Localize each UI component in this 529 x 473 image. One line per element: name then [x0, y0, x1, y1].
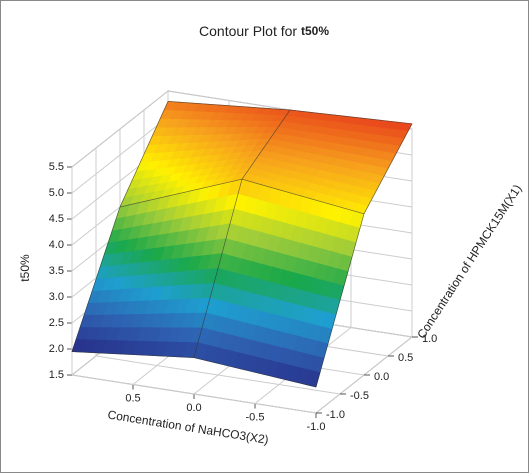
z-tick-label: 2.0 [49, 343, 64, 355]
y-tick-label: -0.5 [350, 390, 369, 402]
mesh-line [167, 101, 291, 111]
grid-line [95, 355, 341, 395]
y-tick-label: 0.5 [398, 352, 413, 364]
mesh-line [71, 351, 195, 358]
chart-title: Contour Plot for t50% [199, 23, 329, 39]
z-axis-label: t50% [18, 254, 32, 282]
mesh-line [315, 213, 365, 388]
mesh-line [363, 123, 413, 214]
mesh-line [193, 357, 317, 388]
z-tick-label: 1.5 [49, 369, 64, 381]
x-tick-label: -1.0 [307, 421, 326, 433]
mesh-line [71, 206, 121, 352]
y-tick-label: 1.0 [422, 333, 437, 345]
surface-cell [71, 178, 243, 358]
z-tick-label: 4.5 [49, 213, 64, 225]
title-text: Contour Plot for [199, 23, 297, 39]
z-tick-label: 2.5 [49, 317, 64, 329]
mesh-line [119, 101, 169, 208]
x-tick-label: 0.0 [186, 402, 201, 414]
mesh-line [241, 178, 365, 215]
x-tick-label: 0.5 [125, 392, 140, 404]
grid-line [71, 374, 317, 414]
z-tick-label: 3.0 [49, 291, 64, 303]
y-tick-label: -1.0 [326, 409, 345, 421]
z-tick-label: 5.5 [49, 161, 64, 173]
x-tick-label: -0.5 [246, 411, 265, 423]
z-tick-label: 3.5 [49, 265, 64, 277]
mesh-line [289, 109, 413, 125]
surface [71, 101, 413, 388]
y-tick-label: 0.0 [374, 371, 389, 383]
title-emphasis: t50% [301, 24, 329, 38]
mesh-line [241, 109, 291, 180]
mesh-line [193, 179, 243, 358]
z-tick-label: 4.0 [49, 239, 64, 251]
z-tick-label: 5.0 [49, 187, 64, 199]
mesh-line [119, 178, 243, 208]
